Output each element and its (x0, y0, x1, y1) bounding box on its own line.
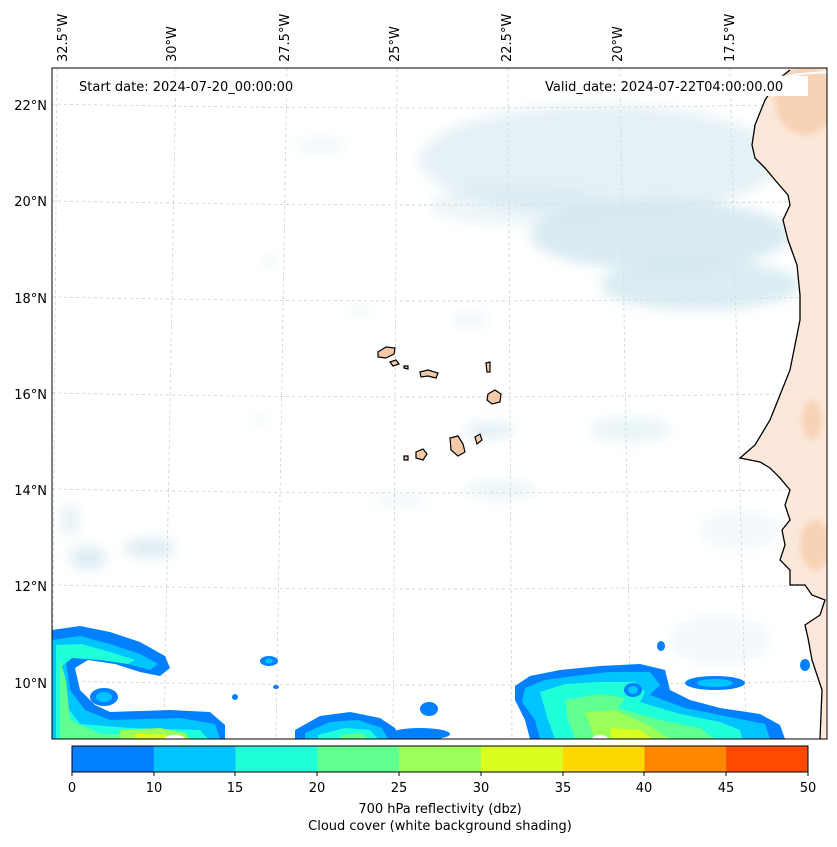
lat-label-20n: 20°N (14, 195, 47, 210)
colorbar-tick-30: 30 (473, 781, 490, 796)
colorbar-ticks: 0 10 15 20 25 30 35 40 45 50 (68, 772, 816, 796)
colorbar-swatch-0 (72, 746, 155, 772)
colorbar-tick-15: 15 (227, 781, 244, 796)
island-santo-antao (377, 346, 396, 359)
colorbar-swatch-5 (480, 746, 564, 772)
africa-coastline (738, 69, 826, 739)
lat-label-18n: 18°N (14, 292, 47, 307)
colorbar-swatches (72, 746, 809, 772)
map-border (51, 67, 828, 740)
colorbar-label-reflectivity: 700 hPa reflectivity (dbz) (358, 802, 521, 817)
colorbar-swatch-6 (562, 746, 645, 772)
colorbar-tick-20: 20 (309, 781, 326, 796)
lon-label-27-5w: 27.5°W (278, 14, 293, 62)
colorbar-label-cloud-cover: Cloud cover (white background shading) (308, 819, 572, 834)
cape-verde-islands (377, 346, 502, 461)
valid-date-box (538, 76, 808, 96)
valid-date-label: Valid_date: 2024-07-22T04:00:00.00 (545, 80, 783, 95)
island-fogo (415, 448, 428, 461)
lat-label-16n: 16°N (14, 388, 47, 403)
island-sao-vicente (389, 359, 400, 367)
longitude-labels: 32.5°W 30°W 27.5°W 25°W 22.5°W 20°W 17.5… (56, 14, 738, 62)
lat-label-12n: 12°N (14, 580, 47, 595)
map-panel: Start date: 2024-07-20_00:00:00 Valid_da… (14, 14, 828, 740)
colorbar: 0 10 15 20 25 30 35 40 45 50 700 hPa ref… (68, 745, 816, 834)
start-date-box (72, 76, 312, 96)
island-brava (403, 455, 409, 461)
colorbar-swatch-3 (317, 746, 400, 772)
reflectivity-field (52, 626, 810, 739)
colorbar-tick-35: 35 (555, 781, 572, 796)
lon-label-30w: 30°W (165, 26, 180, 62)
colorbar-swatch-7 (644, 746, 727, 772)
colorbar-tick-40: 40 (636, 781, 653, 796)
lon-label-32-5w: 32.5°W (56, 14, 71, 62)
lon-label-17-5w: 17.5°W (723, 14, 738, 62)
start-date-label: Start date: 2024-07-20_00:00:00 (79, 80, 293, 95)
colorbar-tick-25: 25 (391, 781, 408, 796)
island-sal (485, 361, 491, 373)
colorbar-swatch-4 (399, 746, 482, 772)
island-sao-nicolau (419, 369, 439, 379)
colorbar-border (71, 745, 809, 773)
island-maio (474, 433, 483, 446)
island-santa-luzia (403, 365, 409, 370)
lat-label-10n: 10°N (14, 677, 47, 692)
lat-label-14n: 14°N (14, 484, 47, 499)
colorbar-swatch-8 (726, 746, 809, 772)
island-boa-vista (486, 389, 502, 405)
lat-label-22n: 22°N (14, 99, 47, 114)
colorbar-tick-50: 50 (800, 781, 817, 796)
colorbar-tick-0: 0 (68, 781, 76, 796)
lon-label-20w: 20°W (611, 26, 626, 62)
colorbar-tick-45: 45 (718, 781, 735, 796)
colorbar-tick-10: 10 (146, 781, 163, 796)
latitude-labels: 22°N 20°N 18°N 16°N 14°N 12°N 10°N (14, 99, 47, 692)
africa-land (740, 68, 827, 739)
colorbar-swatch-2 (235, 746, 318, 772)
cloud-cover-shading (62, 105, 800, 665)
island-santiago (449, 435, 466, 457)
lon-label-22-5w: 22.5°W (500, 14, 515, 62)
parallel-gridlines (52, 103, 827, 686)
colorbar-swatch-1 (153, 746, 237, 772)
lon-label-25w: 25°W (388, 26, 403, 62)
